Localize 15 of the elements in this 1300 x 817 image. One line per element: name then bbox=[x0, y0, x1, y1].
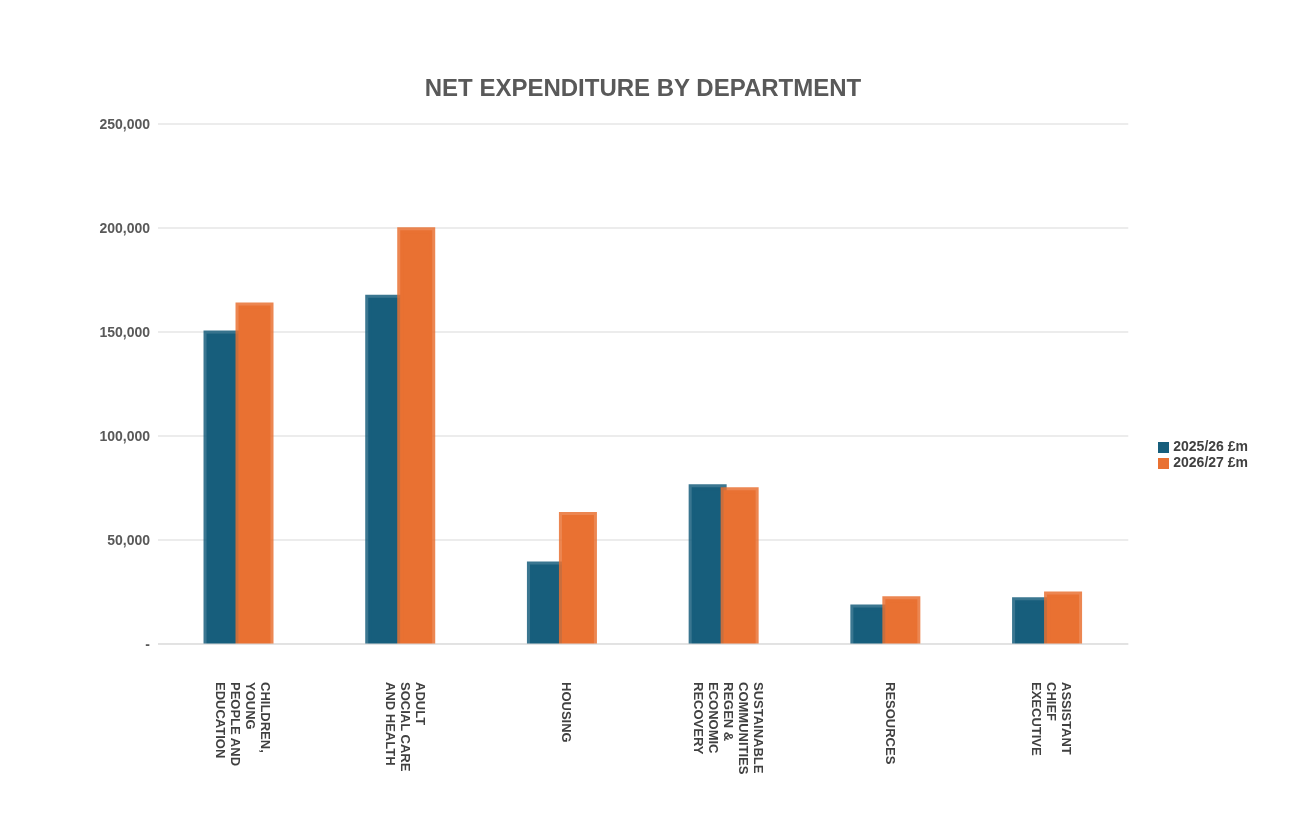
legend-label: 2025/26 £m bbox=[1173, 438, 1248, 454]
x-tick-label: RESOURCES bbox=[882, 682, 898, 765]
x-tick-label: HOUSING bbox=[559, 682, 575, 743]
chart-title: NET EXPENDITURE BY DEPARTMENT bbox=[423, 73, 863, 103]
legend-label: 2026/27 £m bbox=[1173, 454, 1248, 470]
y-tick-label: - bbox=[145, 635, 151, 652]
y-tick-label: 200,000 bbox=[99, 219, 151, 236]
x-tick-label: ADULT SOCIAL CARE AND HEALTH bbox=[382, 682, 428, 772]
y-tick-label: 100,000 bbox=[99, 427, 151, 444]
x-tick-label: CHILDREN, YOUNG PEOPLE AND EDUCATION bbox=[213, 682, 274, 767]
y-tick-label: 50,000 bbox=[107, 531, 151, 548]
x-tick-label: ASSISTANT CHIEF EXECUTIVE bbox=[1029, 682, 1075, 757]
x-tick-label: SUSTAINABLE COMMUNITIES REGEN & ECONOMIC RECOVERY bbox=[690, 682, 766, 775]
y-tick-label: 250,000 bbox=[99, 115, 151, 132]
y-tick-label: 150,000 bbox=[99, 323, 151, 340]
